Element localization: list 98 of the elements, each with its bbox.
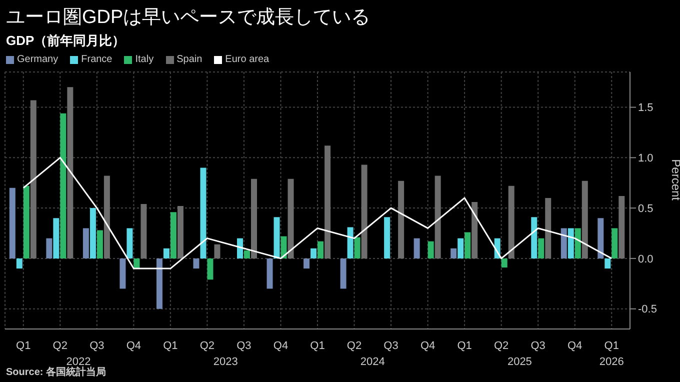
- bar: [134, 258, 140, 269]
- bar: [574, 228, 581, 258]
- bar: [618, 196, 625, 258]
- bar: [361, 164, 368, 258]
- bar: [288, 178, 294, 258]
- line-series: [22, 156, 612, 270]
- bar: [200, 168, 206, 258]
- x-tick-label: Q1: [16, 340, 31, 352]
- bar: [604, 258, 611, 269]
- bar: [545, 198, 552, 258]
- x-tick-label: Q3: [236, 340, 252, 352]
- bar: [310, 248, 317, 258]
- y-axis-title: Percent: [668, 159, 680, 202]
- legend-label: Italy: [134, 54, 154, 65]
- bar: [318, 241, 324, 258]
- bar: [450, 248, 457, 258]
- x-tick-label: Q3: [530, 340, 546, 352]
- bar: [531, 217, 538, 258]
- bar: [568, 228, 574, 258]
- bar: [384, 217, 390, 258]
- bar: [560, 228, 567, 258]
- bar: [251, 178, 257, 258]
- bar: [612, 228, 618, 258]
- chart-subtitle: GDP（前年同月比）: [5, 32, 126, 50]
- bar: [274, 217, 280, 258]
- x-tick-label: Q2: [494, 340, 509, 352]
- x-tick-label: Q2: [200, 340, 215, 352]
- chart-title: ユーロ圏GDPは早いペースで成長している: [5, 6, 372, 30]
- bar: [464, 232, 471, 258]
- bar: [170, 212, 176, 258]
- bar: [214, 244, 220, 258]
- text: 2024: [360, 356, 385, 368]
- bar: [398, 180, 404, 258]
- x-tick-label: Q4: [126, 340, 142, 352]
- bar: [96, 230, 103, 258]
- bar: [193, 258, 200, 269]
- x-tick-label: Q3: [384, 340, 398, 352]
- x-tick-label: Q4: [568, 340, 582, 352]
- bar: [237, 238, 243, 258]
- bar: [458, 238, 464, 258]
- bar: [16, 258, 22, 269]
- text: 2026: [599, 356, 624, 368]
- text: 2022: [66, 356, 91, 368]
- x-tick-label: Q1: [604, 340, 619, 352]
- legend-label: Euro area: [224, 54, 270, 65]
- bar: [67, 87, 74, 258]
- bar: [163, 248, 170, 258]
- bar: [244, 250, 250, 258]
- bar: [266, 258, 273, 289]
- x-tick-label: Q1: [457, 340, 472, 352]
- bar: [538, 238, 544, 258]
- bar: [598, 218, 604, 258]
- bar: [207, 258, 214, 280]
- bar: [582, 180, 588, 258]
- x-tick-label: Q1: [310, 340, 325, 352]
- y-tick-label: 0.5: [638, 202, 654, 215]
- bar: [340, 258, 346, 289]
- legend-label: Spain: [176, 54, 202, 65]
- bar: [120, 258, 126, 289]
- bar: [414, 238, 420, 258]
- bar: [82, 228, 89, 258]
- bar: [280, 236, 287, 258]
- x-tick-label: Q2: [52, 340, 68, 352]
- x-tick-label: Q4: [273, 340, 288, 352]
- bar: [434, 176, 441, 258]
- bar: [304, 258, 310, 269]
- bar: [140, 204, 147, 258]
- bar: [428, 241, 434, 258]
- bar: [30, 100, 36, 258]
- y-tick-label: -0.5: [638, 304, 657, 316]
- y-tick-label: 1.0: [638, 152, 654, 165]
- bar: [46, 238, 52, 258]
- bar: [60, 113, 66, 258]
- bar: [501, 258, 508, 268]
- bar: [347, 227, 354, 258]
- bar: [508, 186, 514, 258]
- x-tick-label: Q4: [420, 340, 436, 352]
- bar: [324, 146, 331, 258]
- bar: [472, 202, 478, 258]
- bar: [177, 206, 184, 258]
- bar: [126, 228, 133, 258]
- x-tick-label: Q2: [346, 340, 362, 352]
- bar: [53, 218, 60, 258]
- source-note: Source: 各国統計当局: [6, 365, 106, 379]
- bar: [23, 186, 30, 258]
- bar: [90, 208, 96, 258]
- text: 2023: [213, 356, 238, 368]
- bar: [104, 176, 110, 258]
- text: 2025: [507, 356, 532, 368]
- y-tick-label: 0.0: [638, 253, 654, 266]
- y-tick-label: 1.5: [638, 102, 654, 114]
- legend-label: France: [80, 54, 112, 65]
- legend-label: Germany: [16, 54, 58, 65]
- bar: [156, 258, 162, 309]
- x-tick-label: Q1: [163, 340, 178, 352]
- bar: [354, 237, 360, 258]
- bar: [9, 188, 16, 258]
- x-tick-label: Q3: [90, 340, 104, 352]
